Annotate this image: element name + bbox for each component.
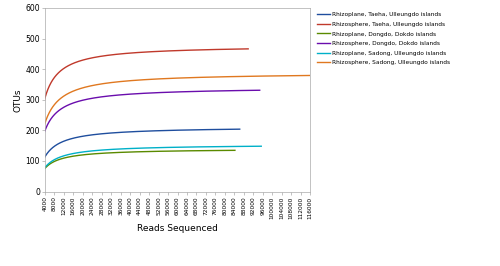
Rhizoplane, Taeha, Ulleungdo islands — [32, 190, 38, 193]
Rhizosphere, Taeha, Ulleungdo islands — [245, 47, 251, 51]
Rhizoplane, Taeha, Ulleungdo islands — [236, 128, 242, 131]
Line: Rhizoplane, Taeha, Ulleungdo islands: Rhizoplane, Taeha, Ulleungdo islands — [36, 129, 240, 192]
Rhizoplane, Taeha, Ulleungdo islands — [192, 128, 198, 131]
Rhizoplane, Taeha, Ulleungdo islands — [196, 128, 202, 131]
Rhizoplane, Taeha, Ulleungdo islands — [122, 130, 128, 134]
Rhizoplane, Sadong, Ulleungdo islands — [56, 156, 62, 159]
Line: Rhizosphere, Sadong, Ulleungdo islands: Rhizosphere, Sadong, Ulleungdo islands — [36, 76, 314, 192]
Rhizoplane, Sadong, Ulleungdo islands — [132, 147, 138, 150]
Rhizosphere, Sadong, Ulleungdo islands — [32, 190, 38, 193]
Rhizosphere, Dongdo, Dokdo islands — [32, 190, 38, 193]
Rhizosphere, Dongdo, Dokdo islands — [256, 89, 262, 92]
Rhizosphere, Taeha, Ulleungdo islands — [32, 190, 38, 193]
Rhizosphere, Sadong, Ulleungdo islands — [156, 77, 162, 81]
Rhizosphere, Sadong, Ulleungdo islands — [312, 74, 318, 77]
Rhizoplane, Sadong, Ulleungdo islands — [188, 146, 194, 149]
Rhizosphere, Sadong, Ulleungdo islands — [255, 74, 261, 78]
Rhizoplane, Sadong, Ulleungdo islands — [32, 190, 38, 193]
Rhizoplane, Sadong, Ulleungdo islands — [258, 145, 264, 148]
Legend: Rhizoplane, Taeha, Ulleungdo islands, Rhizosphere, Taeha, Ulleungdo islands, Rhi: Rhizoplane, Taeha, Ulleungdo islands, Rh… — [316, 11, 451, 67]
Rhizoplane, Dongdo, Dokdo islands — [192, 149, 198, 152]
Rhizoplane, Dongdo, Dokdo islands — [120, 151, 126, 154]
Rhizoplane, Dongdo, Dokdo islands — [32, 190, 38, 193]
Rhizoplane, Sadong, Ulleungdo islands — [208, 145, 214, 148]
Rhizosphere, Sadong, Ulleungdo islands — [61, 94, 67, 98]
Rhizoplane, Dongdo, Dokdo islands — [232, 149, 238, 152]
Rhizoplane, Taeha, Ulleungdo islands — [172, 129, 178, 132]
Rhizosphere, Taeha, Ulleungdo islands — [202, 48, 208, 51]
Rhizosphere, Dongdo, Dokdo islands — [186, 90, 192, 93]
X-axis label: Reads Sequenced: Reads Sequenced — [137, 224, 218, 233]
Rhizoplane, Dongdo, Dokdo islands — [113, 151, 119, 154]
Rhizosphere, Sadong, Ulleungdo islands — [146, 78, 152, 81]
Rhizosphere, Taeha, Ulleungdo islands — [118, 52, 124, 55]
Y-axis label: OTUs: OTUs — [14, 88, 22, 111]
Rhizoplane, Dongdo, Dokdo islands — [188, 149, 194, 152]
Rhizoplane, Sadong, Ulleungdo islands — [212, 145, 218, 148]
Rhizosphere, Taeha, Ulleungdo islands — [54, 72, 60, 76]
Rhizosphere, Dongdo, Dokdo islands — [123, 93, 129, 96]
Rhizosphere, Sadong, Ulleungdo islands — [224, 75, 230, 78]
Rhizosphere, Taeha, Ulleungdo islands — [178, 49, 184, 52]
Line: Rhizosphere, Taeha, Ulleungdo islands: Rhizosphere, Taeha, Ulleungdo islands — [36, 49, 248, 192]
Rhizosphere, Dongdo, Dokdo islands — [212, 89, 218, 93]
Rhizosphere, Taeha, Ulleungdo islands — [126, 52, 132, 55]
Line: Rhizoplane, Dongdo, Dokdo islands: Rhizoplane, Dongdo, Dokdo islands — [36, 150, 235, 192]
Rhizoplane, Dongdo, Dokdo islands — [170, 149, 175, 153]
Rhizoplane, Dongdo, Dokdo islands — [53, 159, 59, 162]
Line: Rhizosphere, Dongdo, Dokdo islands: Rhizosphere, Dongdo, Dokdo islands — [36, 90, 260, 192]
Rhizosphere, Taeha, Ulleungdo islands — [198, 48, 204, 51]
Rhizoplane, Taeha, Ulleungdo islands — [115, 131, 121, 134]
Rhizosphere, Dongdo, Dokdo islands — [56, 109, 62, 113]
Rhizosphere, Sadong, Ulleungdo islands — [250, 75, 256, 78]
Rhizoplane, Sadong, Ulleungdo islands — [124, 147, 130, 150]
Rhizoplane, Taeha, Ulleungdo islands — [54, 143, 60, 147]
Line: Rhizoplane, Sadong, Ulleungdo islands: Rhizoplane, Sadong, Ulleungdo islands — [36, 146, 261, 192]
Rhizosphere, Dongdo, Dokdo islands — [208, 89, 214, 93]
Rhizosphere, Dongdo, Dokdo islands — [132, 92, 138, 95]
